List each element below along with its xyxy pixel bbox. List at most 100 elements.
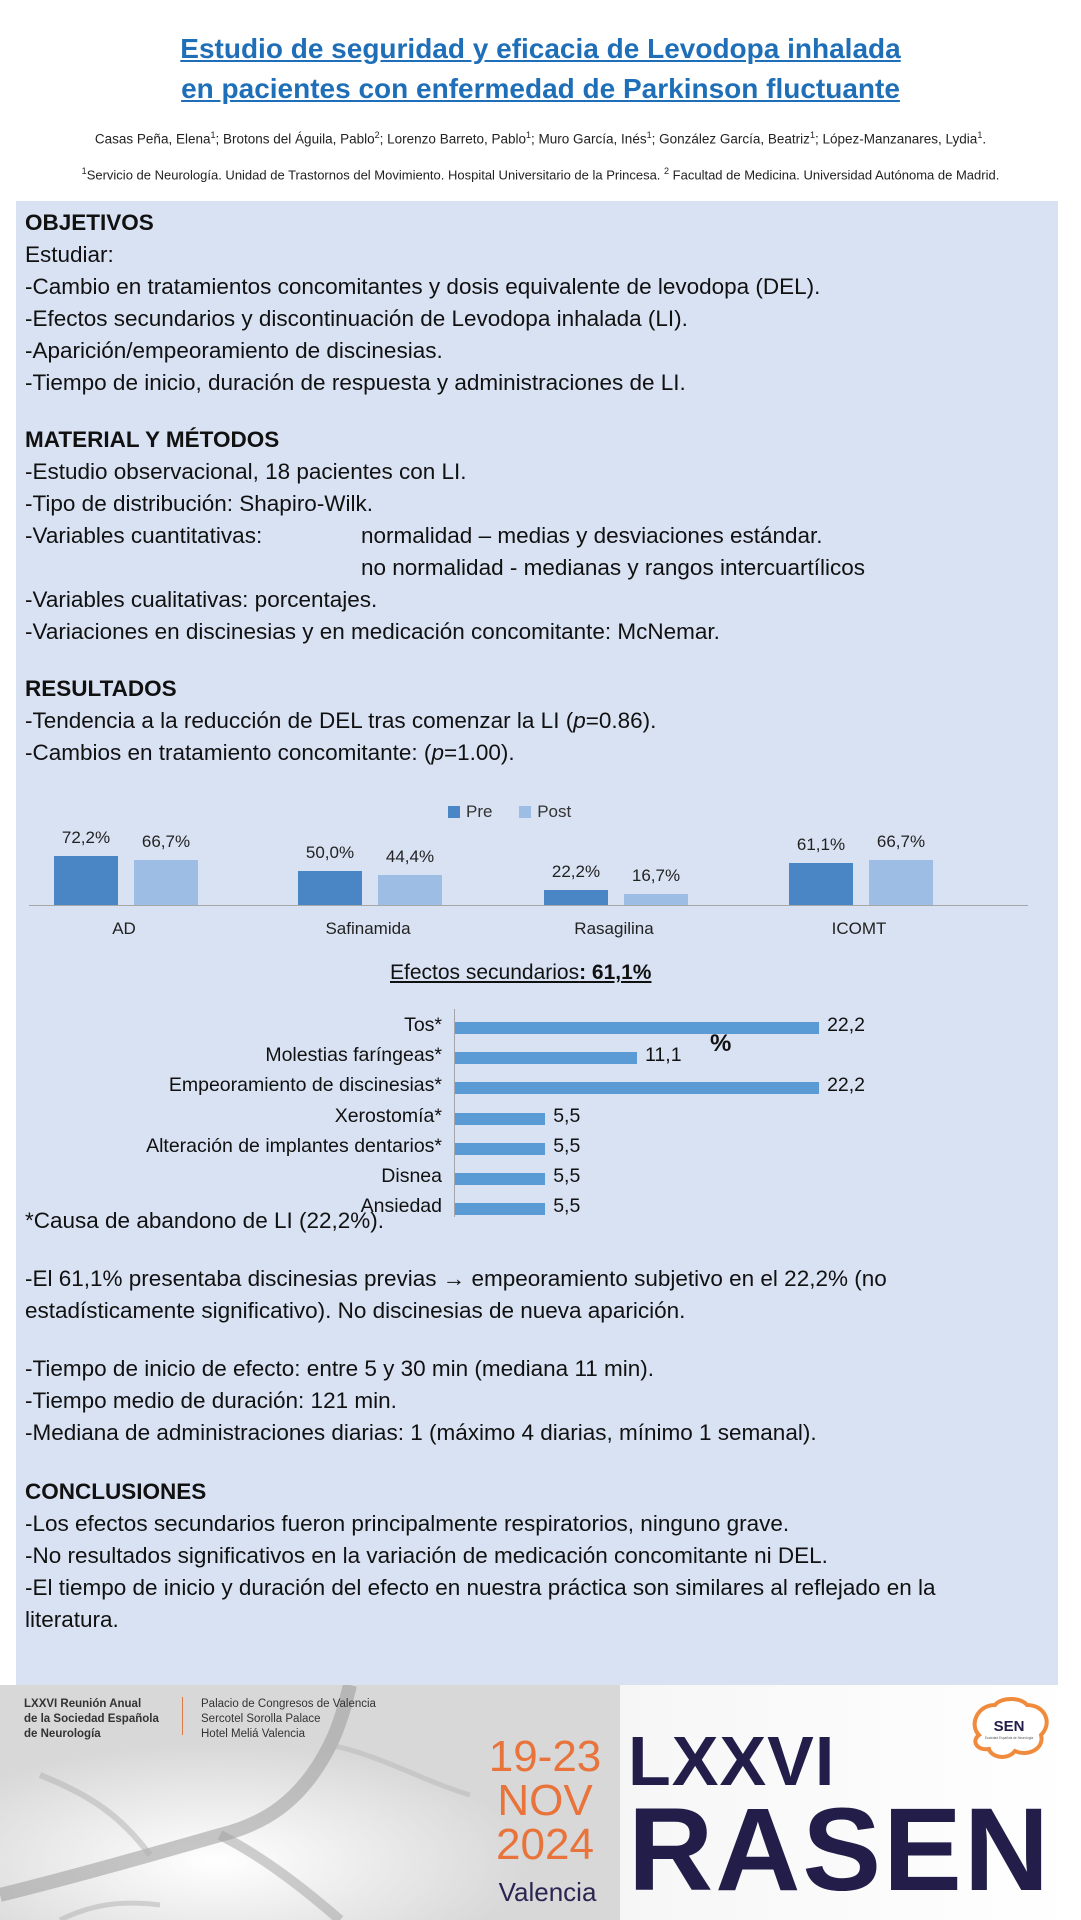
metodos-line: -Variables cualitativas: porcentajes. [25, 587, 378, 612]
data-label: 66,7% [876, 831, 926, 851]
resultados-line-concomitante: -Cambios en tratamiento concomitante: (p… [25, 740, 515, 765]
discinesias-line-2: estadísticamente significativo). No disc… [25, 1298, 686, 1323]
author-affiliation-sup: 1 [977, 130, 983, 140]
legend-item-pre: Pre [448, 802, 492, 822]
sen-logo-icon: SEN Sociedad Española de Neurología [972, 1697, 1049, 1759]
side-effects-chart-title: Efectos secundarios: 61,1% [390, 961, 652, 984]
affiliation-sup-1: 1 [81, 166, 87, 176]
bar-post-safinamida [378, 874, 442, 905]
affiliation-1: Servicio de Neurología. Unidad de Trasto… [86, 167, 661, 183]
conference-footer: LXXVI Reunión Anual de la Sociedad Españ… [0, 1685, 1081, 1920]
meeting-name: LXXVI Reunión Anual de la Sociedad Españ… [24, 1698, 159, 1740]
tiempo-line: -Tiempo de inicio de efecto: entre 5 y 3… [25, 1356, 655, 1381]
data-label: 61,1% [796, 835, 846, 855]
author-separator: ; [379, 131, 388, 147]
metodos-line: -Variaciones en discinesias y en medicac… [25, 619, 720, 644]
bar-pre-icomt [789, 863, 853, 905]
side-effect-bar [455, 1082, 820, 1095]
objetivos-line: -Aparición/empeoramiento de discinesias. [25, 338, 443, 363]
metodos-line: normalidad – medias y desviaciones están… [361, 523, 823, 548]
author-separator: ; [215, 131, 224, 147]
content-panel: OBJETIVOS Estudiar: -Cambio en tratamien… [16, 201, 1058, 1685]
conclusiones-line: -El tiempo de inicio y duración del efec… [25, 1575, 936, 1600]
y-axis-line [454, 1009, 455, 1217]
brand-lxxvi: LXXVI [628, 1722, 836, 1800]
resultados-line-del: -Tendencia a la reducción de DEL tras co… [25, 708, 657, 733]
metodos-line: -Tipo de distribución: Shapiro-Wilk. [25, 491, 374, 516]
percent-unit-label: % [710, 1030, 732, 1057]
bar-pre-rasagilina [544, 889, 608, 905]
side-effect-bar [455, 1022, 820, 1034]
neuron-illustration [0, 1685, 620, 1920]
title-line-1: Estudio de seguridad y eficacia de Levod… [180, 33, 901, 64]
author-name: Brotons del Águila, Pablo [223, 131, 375, 147]
bar-pre-ad [54, 855, 118, 905]
conclusiones-line: literatura. [25, 1607, 119, 1632]
author-name: Casas Peña, Elena [94, 131, 211, 147]
author-name: López-Manzanares, Lydia [822, 131, 978, 147]
arrow-icon: → [442, 1266, 466, 1291]
bar-post-icomt [869, 859, 933, 905]
conclusiones-line: -No resultados significativos en la vari… [25, 1543, 828, 1568]
data-label: 22,2% [551, 861, 601, 881]
objetivos-line: -Efectos secundarios y discontinuación d… [25, 306, 688, 331]
author-affiliation-sup: 1 [526, 130, 532, 140]
category-label: AD [112, 919, 136, 938]
event-city: Valencia [498, 1877, 597, 1907]
objetivos-line: -Tiempo de inicio, duración de respuesta… [25, 370, 686, 395]
data-label: 16,7% [631, 865, 681, 885]
title-line-2: en pacientes con enfermedad de Parkinson… [181, 73, 900, 104]
category-label: Alteración de implantes dentarios* [146, 1134, 442, 1157]
category-label: Empeoramiento de discinesias* [168, 1074, 442, 1097]
author-separator: . [982, 131, 987, 147]
category-label: Safinamida [325, 919, 411, 938]
author-affiliation-sup: 2 [374, 130, 380, 140]
author-affiliation-sup: 1 [646, 130, 652, 140]
brand-rasen: RASEN [628, 1784, 1052, 1916]
category-label: ICOMT [831, 919, 887, 938]
tiempo-line: -Mediana de administraciones diarias: 1 … [25, 1420, 817, 1445]
author-name: González García, Beatriz [659, 131, 810, 147]
data-label: 66,7% [141, 831, 191, 851]
bar-post-rasagilina [624, 893, 688, 905]
data-label: 50,0% [305, 843, 355, 862]
category-label: Xerostomía* [334, 1104, 442, 1127]
svg-text:Sociedad Española de Neurologí: Sociedad Española de Neurología [985, 1736, 1034, 1740]
author-separator: ; [651, 131, 660, 147]
legend-item-post: Post [519, 802, 571, 822]
category-label: Rasagilina [574, 919, 654, 938]
data-label: 5,5 [553, 1165, 581, 1187]
data-label: 22,2 [827, 1074, 866, 1097]
data-label: 5,5 [553, 1134, 581, 1157]
author-name: Muro García, Inés [538, 131, 647, 147]
svg-text:SEN: SEN [994, 1718, 1025, 1735]
footer-divider [182, 1697, 183, 1735]
category-label: Ansiedad [360, 1195, 442, 1218]
concomitant-treatment-chart: Pre Post 72,2% 66,7% AD 50,0% 44,4% Safinamid… [16, 796, 1058, 946]
tiempo-line: -Tiempo medio de duración: 121 min. [25, 1388, 397, 1413]
metodos-heading: MATERIAL Y MÉTODOS [25, 427, 280, 452]
discinesias-line: -El 61,1% presentaba discinesias previas… [25, 1266, 887, 1291]
side-effect-bar [455, 1142, 546, 1155]
author-name: Lorenzo Barreto, Pablo [387, 131, 526, 147]
objetivos-line: -Cambio en tratamientos concomitantes y … [25, 274, 821, 299]
metodos-line: -Estudio observacional, 18 pacientes con… [25, 459, 467, 484]
venues: Palacio de Congresos de Valencia Sercote… [201, 1698, 376, 1740]
side-effect-bar [455, 1203, 546, 1216]
conclusiones-line: -Los efectos secundarios fueron principa… [25, 1511, 790, 1536]
category-label: Tos* [404, 1014, 442, 1036]
authors-line: Casas Peña, Elena 1; Brotons del Águila, … [0, 130, 1081, 147]
author-separator: ; [531, 131, 539, 147]
event-dates: 19-23 NOV 2024 [488, 1732, 602, 1869]
chart-x-axis [29, 905, 1028, 906]
affiliation-sup-2: 2 [664, 166, 670, 176]
affiliations-line: 1Servicio de Neurología. Unidad de Trast… [0, 166, 1081, 182]
data-label: 44,4% [385, 846, 435, 866]
data-label: 22,2 [827, 1014, 866, 1036]
resultados-heading: RESULTADOS [25, 676, 177, 701]
objetivos-heading: OBJETIVOS [25, 210, 154, 235]
objetivos-line: Estudiar: [25, 242, 114, 267]
category-label: Molestias faríngeas* [265, 1044, 442, 1067]
side-effect-bar [455, 1173, 546, 1185]
metodos-line: -Variables cuantitativas: [25, 523, 263, 548]
